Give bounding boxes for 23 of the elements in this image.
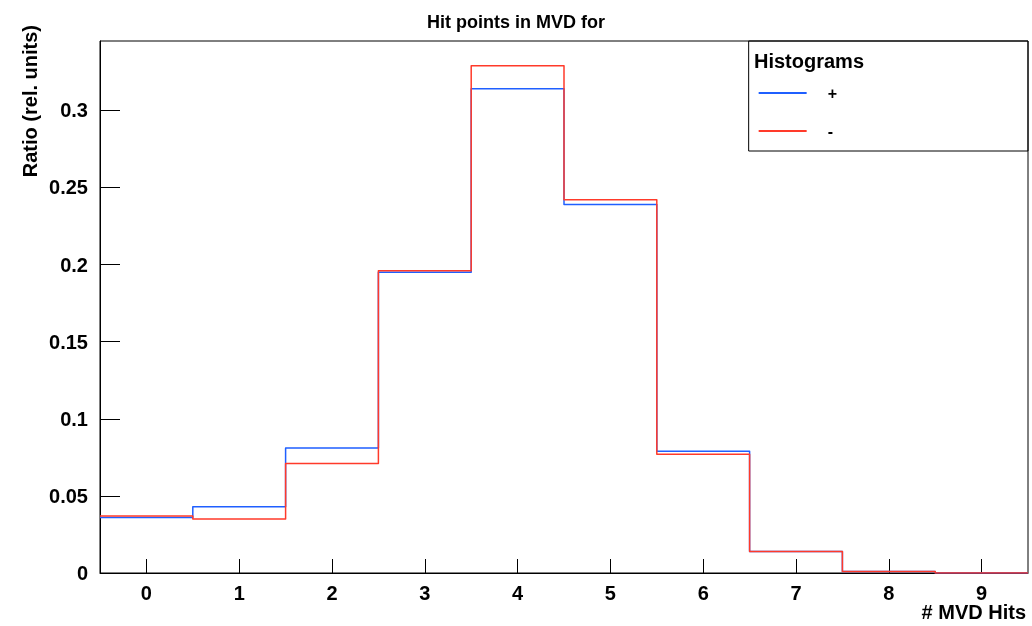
x-tick-label: 0 — [140, 582, 152, 604]
x-axis-title: # MVD Hits — [921, 601, 1027, 623]
y-tick-label: 0 — [76, 562, 88, 584]
legend-label: + — [827, 84, 837, 102]
legend-title: Histograms — [754, 50, 865, 72]
chart-title: Hit points in MVD for — [427, 12, 605, 32]
x-tick-label: 3 — [419, 582, 431, 604]
x-tick-label: 8 — [883, 582, 895, 604]
legend-label: - — [827, 122, 833, 140]
y-tick-label: 0.1 — [60, 407, 88, 430]
y-tick-label: 0.05 — [49, 484, 88, 507]
x-tick-label: 6 — [697, 582, 709, 604]
x-tick-label: 1 — [233, 582, 245, 604]
y-tick-label: 0.3 — [60, 99, 88, 122]
y-tick-label: 0.15 — [49, 330, 88, 353]
y-tick-label: 0.2 — [60, 253, 88, 276]
x-tick-label: 5 — [604, 582, 616, 604]
x-tick-label: 9 — [976, 582, 988, 604]
x-tick-label: 7 — [790, 582, 802, 604]
y-axis-title: Ratio (rel. units) — [19, 25, 41, 178]
x-tick-label: 2 — [326, 582, 338, 604]
x-tick-label: 4 — [512, 582, 525, 604]
y-tick-label: 0.25 — [49, 176, 88, 199]
